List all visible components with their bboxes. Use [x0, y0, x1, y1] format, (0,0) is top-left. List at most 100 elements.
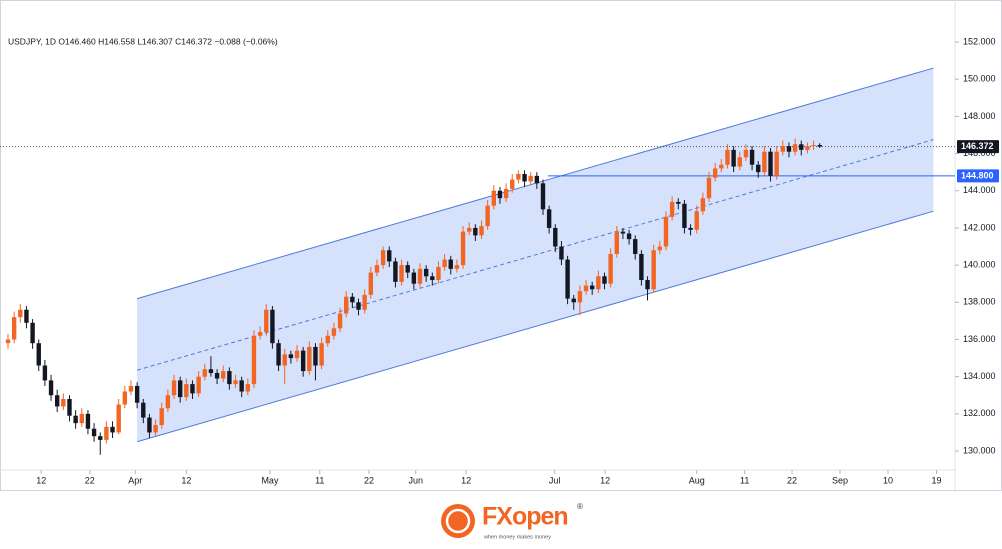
candle-body	[288, 354, 294, 359]
candle-body	[30, 322, 35, 344]
candle-body	[208, 369, 214, 373]
candle-body	[313, 346, 318, 366]
candle-body	[792, 144, 798, 152]
candle-body	[91, 428, 97, 437]
candle-body	[712, 168, 718, 178]
candle-body	[344, 296, 349, 314]
candle-body	[411, 272, 417, 284]
candle-body	[589, 285, 595, 290]
candle-body	[749, 149, 755, 165]
candle-body	[190, 384, 195, 394]
candle-body	[294, 350, 300, 359]
candle-body	[534, 175, 540, 184]
candle-body	[282, 354, 287, 366]
candle-body	[245, 384, 251, 392]
candle-body	[805, 146, 810, 150]
candle-body	[276, 343, 281, 366]
candle-body	[325, 335, 330, 344]
candle-body	[706, 177, 712, 199]
candle-body	[620, 231, 626, 234]
candle-body	[251, 335, 257, 385]
candle-body	[171, 380, 177, 396]
candle-body	[577, 291, 583, 303]
logo: FXopen ® when money makes money	[441, 502, 583, 540]
brand-mark: ®	[577, 502, 583, 511]
candle-body	[227, 371, 232, 385]
candle-body	[676, 201, 681, 204]
candle-body	[233, 380, 238, 385]
x-tick-label: 12	[600, 475, 610, 485]
candle-body	[264, 309, 269, 333]
candle-body	[417, 268, 423, 284]
y-tick-label: 148.000	[963, 111, 996, 121]
level-label: 144.800	[961, 170, 994, 180]
level-label-bg	[957, 169, 999, 183]
candle-body	[743, 149, 749, 158]
candle-body	[196, 376, 201, 394]
candle-body	[596, 276, 601, 290]
plot	[0, 41, 959, 474]
x-tick-label: 11	[740, 475, 749, 485]
candle-body	[466, 227, 472, 232]
candle-body	[516, 174, 521, 180]
x-tick-label: 22	[787, 475, 797, 485]
candle-body	[528, 175, 533, 182]
candle-body	[116, 404, 121, 433]
last-price-label: 146.372	[961, 141, 994, 151]
candle-body	[442, 259, 447, 267]
chart-title: USDJPY, 1D O146.460 H146.558 L146.307 C1…	[8, 36, 278, 46]
candle-body	[36, 343, 41, 366]
x-tick-label: 19	[932, 475, 942, 485]
candle-body	[768, 151, 773, 176]
x-tick-label: 10	[883, 475, 893, 485]
candle-body	[817, 145, 822, 147]
candle-body	[331, 328, 337, 336]
candle-body	[73, 415, 78, 424]
candle-body	[399, 265, 404, 282]
candle-body	[491, 190, 496, 206]
candle-body	[18, 309, 23, 318]
candle-body	[128, 385, 134, 392]
brand-name: FXopen	[482, 503, 568, 531]
candle-body	[694, 211, 699, 230]
candle-body	[559, 246, 564, 260]
candle-body	[546, 209, 552, 228]
x-tick-label: 12	[36, 475, 46, 485]
y-tick-label: 136.000	[963, 334, 996, 344]
candle-body	[110, 426, 115, 433]
candle-body	[104, 426, 109, 440]
x-tick-label: 22	[364, 475, 374, 485]
candle-body	[337, 313, 343, 329]
candle-body	[362, 294, 367, 310]
y-tick-label: 132.000	[963, 408, 996, 418]
candle-body	[608, 253, 613, 284]
candle-body	[651, 250, 656, 290]
candle-body	[350, 296, 355, 303]
candle-body	[184, 384, 189, 398]
candle-body	[657, 246, 663, 251]
candle-body	[319, 343, 324, 366]
candle-body	[85, 413, 91, 429]
candle-body	[639, 253, 644, 280]
candle-body	[270, 309, 275, 344]
candle-body	[48, 380, 54, 396]
channel-lower	[136, 210, 934, 443]
candle-body	[479, 226, 484, 236]
candle-body	[602, 276, 607, 284]
x-tick-label: 11	[315, 475, 324, 485]
candle-body	[177, 380, 183, 398]
candle-body	[645, 279, 650, 290]
candle-body	[448, 259, 453, 269]
candle-body	[239, 380, 244, 392]
candle-body	[663, 216, 669, 247]
candle-body	[214, 372, 220, 379]
candle-body	[737, 157, 742, 167]
y-tick-label: 140.000	[963, 259, 996, 269]
candle-body	[368, 272, 374, 295]
y-tick-label: 150.000	[963, 74, 996, 84]
candle-body	[54, 395, 60, 407]
candle-body	[153, 425, 158, 433]
y-tick-label: 134.000	[963, 371, 996, 381]
last-price-label-bg	[957, 140, 999, 154]
